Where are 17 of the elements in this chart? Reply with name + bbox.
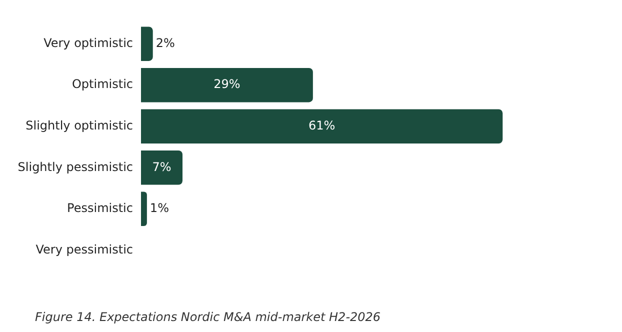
data-label: 61% — [308, 118, 336, 132]
data-label: 1% — [150, 201, 169, 216]
bar — [141, 192, 147, 226]
y-tick-label: Very optimistic — [44, 36, 133, 50]
bar — [141, 68, 313, 102]
y-tick-label: Pessimistic — [67, 201, 133, 216]
bar — [141, 109, 503, 144]
bar — [141, 26, 153, 61]
data-label: 2% — [156, 36, 175, 50]
y-tick-label: Optimistic — [72, 77, 133, 92]
caption: Figure 14. Expectations Nordic M&A mid-market H2-2026 — [35, 310, 382, 324]
y-tick-label: Slightly pessimistic — [18, 160, 133, 174]
bar — [141, 150, 182, 185]
y-tick-label: Very pessimistic — [36, 242, 133, 256]
data-label: 7% — [152, 160, 172, 174]
y-tick-label: Slightly optimistic — [26, 118, 133, 132]
data-label: 29% — [214, 77, 240, 92]
